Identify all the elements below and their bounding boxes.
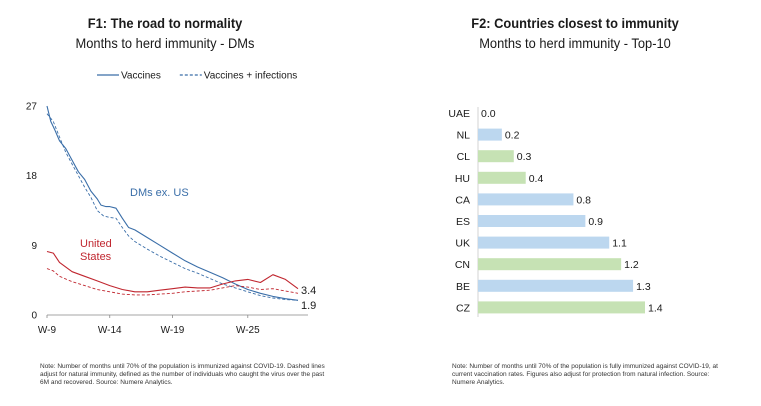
bar-cl [478,150,514,163]
f1-series-line-0 [46,105,299,301]
f1-x-tick-label: W-14 [98,325,122,336]
value-label-uk: 1.1 [612,238,627,250]
bar-nl [478,128,502,141]
f1-y-tick-label: 0 [31,311,37,322]
category-label-cn: CN [455,259,470,271]
bar-ca [478,193,574,206]
value-label-uae: 0.0 [481,108,496,120]
f1-title: F1: The road to normality [87,15,243,31]
value-label-hu: 0.4 [529,173,544,185]
value-label-es: 0.9 [588,216,603,228]
dms-ex-us-annotation: DMs ex. US [130,187,189,199]
f1-series-line-2 [46,250,299,293]
f1-y-tick-label: 27 [26,102,38,113]
value-label-cl: 0.3 [517,151,532,163]
category-label-uk: UK [455,238,470,250]
dms-end-value-label: 1.9 [301,300,316,312]
bar-hu [478,171,526,184]
f1-note: Note: Number of months until 70% of the … [40,363,325,387]
category-label-be: BE [456,281,470,293]
category-label-uae: UAE [448,108,470,120]
category-label-ca: CA [455,194,470,206]
value-label-cz: 1.4 [648,302,663,314]
f1-y-tick-label: 9 [31,241,37,252]
bar-uk [478,236,610,249]
category-label-cl: CL [457,151,471,163]
bar-be [478,279,634,292]
f2-note: Note: Number of months until 70% of the … [452,363,718,387]
category-label-nl: NL [457,130,471,142]
bar-es [478,215,586,227]
value-label-ca: 0.8 [576,194,591,206]
bar-cz [478,301,645,314]
united-states-annotation: United States [80,238,112,263]
f2-subtitle: Months to herd immunity - Top-10 [479,35,671,51]
category-label-hu: HU [455,173,470,185]
f1-series-line-3 [46,268,299,296]
f1-y-tick-label: 18 [26,171,38,182]
legend-label-1: Vaccines + infections [204,71,297,82]
bar-cn [478,258,622,271]
us-end-value-label: 3.4 [301,285,316,297]
f1-x-tick-label: W-25 [236,325,260,336]
f2-title: F2: Countries closest to immunity [471,15,679,31]
value-label-cn: 1.2 [624,259,639,271]
value-label-be: 1.3 [636,281,651,293]
category-label-cz: CZ [456,302,471,314]
f1-x-tick-label: W-9 [38,325,57,336]
f1-subtitle: Months to herd immunity - DMs [75,35,255,51]
legend-label-0: Vaccines [121,71,161,82]
f1-x-tick-label: W-19 [161,325,185,336]
value-label-nl: 0.2 [505,130,520,142]
f1-series-line-1 [46,113,299,301]
category-label-es: ES [456,216,470,228]
